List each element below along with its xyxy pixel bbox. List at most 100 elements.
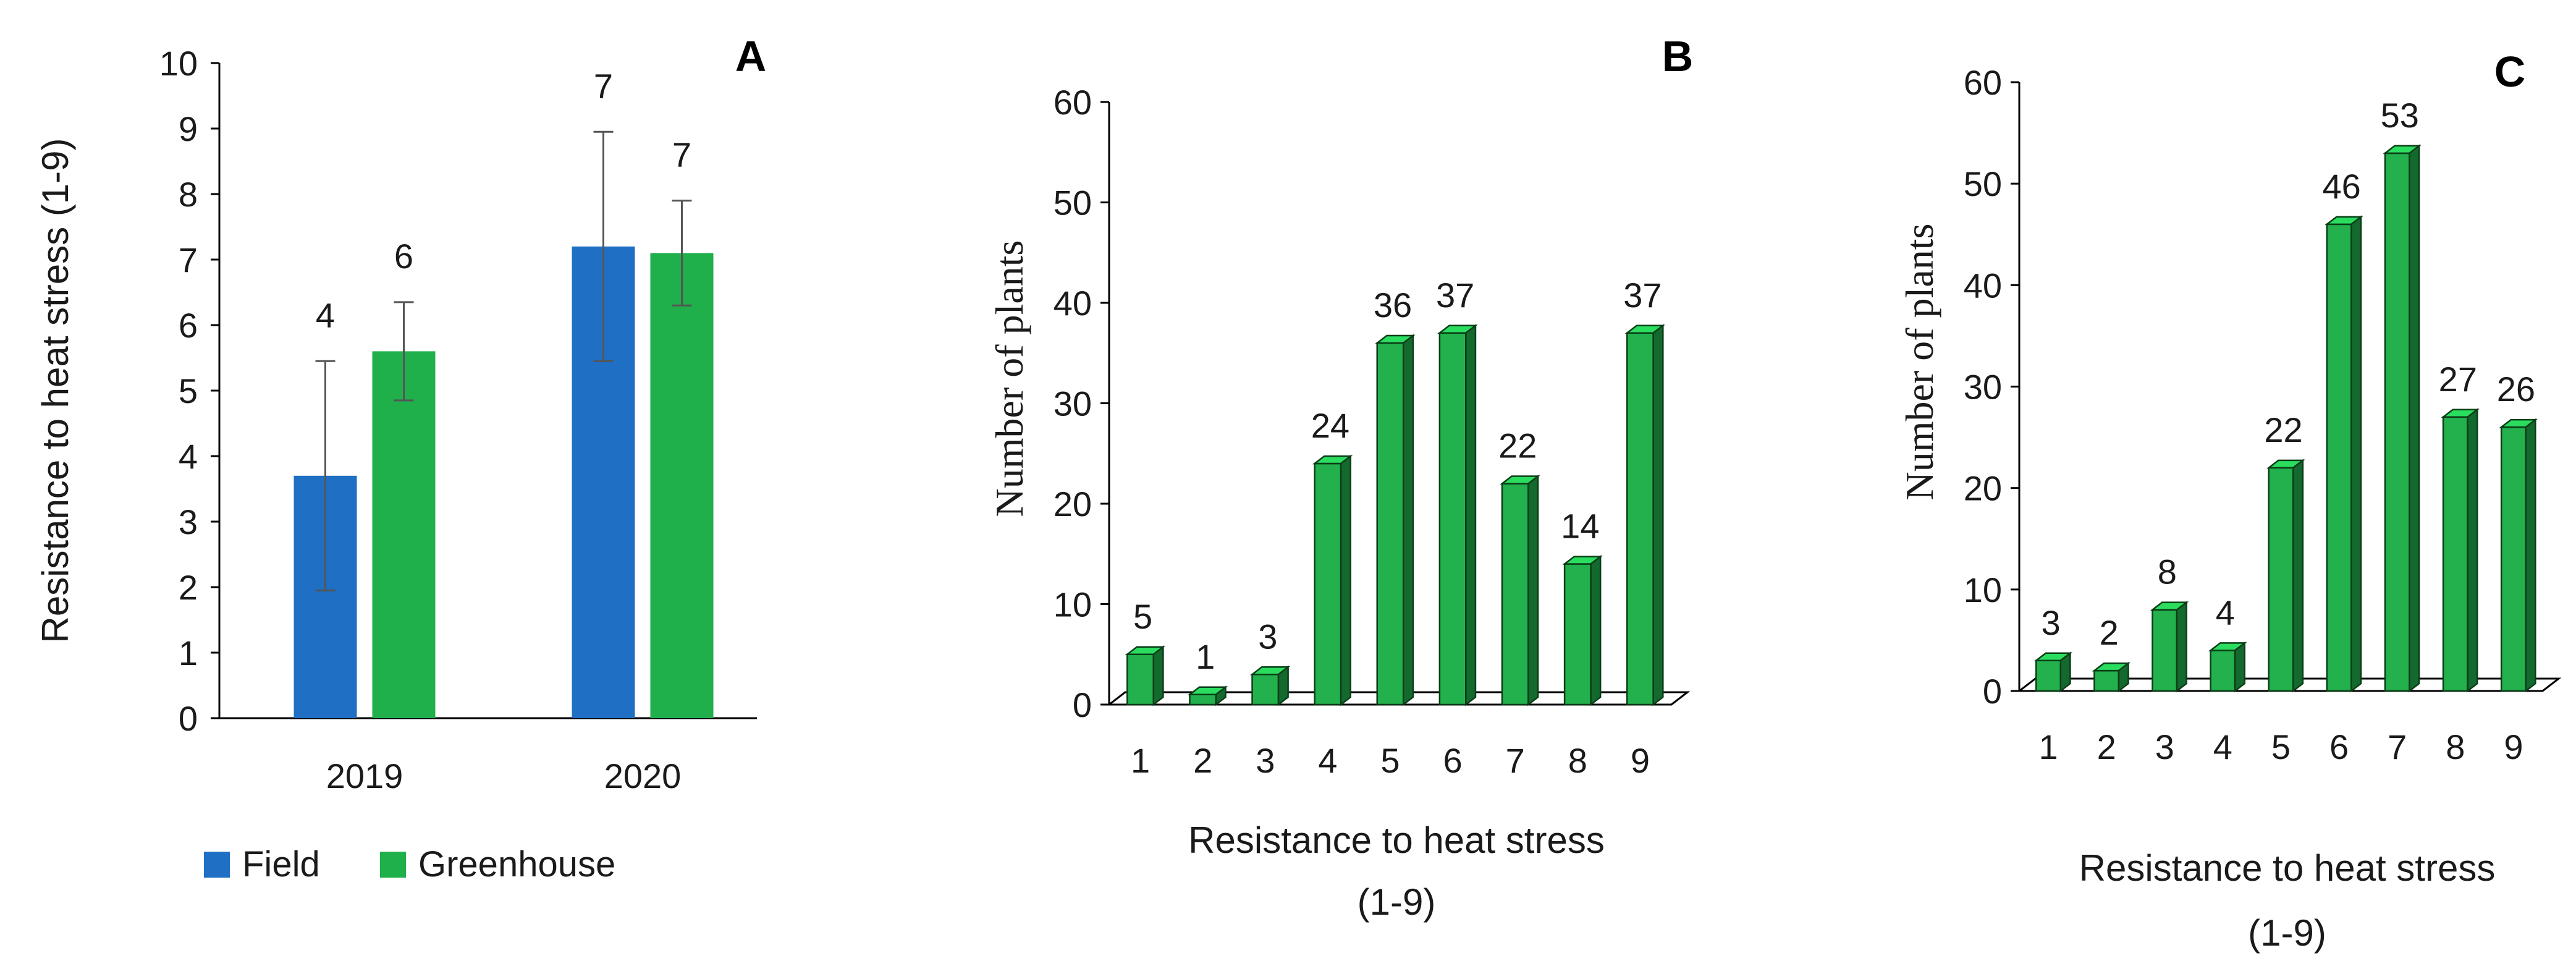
y-tick-label: 5 <box>179 371 198 410</box>
bar-6 <box>2326 223 2352 692</box>
bar-side-9 <box>1652 324 1664 706</box>
y-axis-title: Number of plants <box>987 240 1031 517</box>
y-tick-label: 1 <box>179 633 198 672</box>
bar-2 <box>1189 693 1217 706</box>
y-tick-label: 10 <box>1054 585 1092 624</box>
x-tick-label: 8 <box>2446 727 2465 766</box>
data-label: 8 <box>2158 553 2177 591</box>
bar-5 <box>1376 342 1404 706</box>
bar-9 <box>2500 426 2527 692</box>
legend-label-field: Field <box>242 844 320 884</box>
panel-letter-c: C <box>2494 48 2526 96</box>
y-tick-label: 50 <box>1964 164 2002 203</box>
data-label: 7 <box>594 66 613 105</box>
y-tick-label: 50 <box>1054 184 1092 222</box>
y-tick-label: 10 <box>1964 570 2002 609</box>
bar-8 <box>2442 416 2468 692</box>
bar-side-1 <box>2059 651 2071 693</box>
data-label: 7 <box>672 135 691 174</box>
data-label: 4 <box>316 295 335 334</box>
x-tick-label: 6 <box>2329 727 2349 766</box>
x-tick-label: 5 <box>1380 741 1400 780</box>
data-label: 3 <box>1258 617 1277 656</box>
y-tick-label: 2 <box>179 568 198 607</box>
y-tick-label: 8 <box>179 175 198 214</box>
bar-3 <box>1251 674 1280 706</box>
x-tick-label: 7 <box>2388 727 2407 766</box>
x-tick-label: 2 <box>1193 741 1212 780</box>
data-label: 37 <box>1623 276 1662 315</box>
bar-9 <box>1626 332 1654 706</box>
y-tick-label: 40 <box>1054 284 1092 323</box>
data-label: 6 <box>394 237 413 276</box>
y-tick-label: 6 <box>179 306 198 345</box>
x-tick-label: 1 <box>2038 727 2058 766</box>
x-axis-title-range: (1-9) <box>1358 881 1436 923</box>
y-tick-label: 9 <box>179 109 198 148</box>
y-tick-label: 3 <box>179 502 198 541</box>
bar-side-1 <box>1152 645 1164 706</box>
y-axis-title: Resistance to heat stress (1-9) <box>35 138 76 643</box>
bar-5 <box>2268 467 2294 692</box>
y-tick-label: 30 <box>1964 368 2002 407</box>
bar-7 <box>1501 483 1529 706</box>
bar-side-6 <box>1465 324 1477 706</box>
panel-b-chart: 0 10 20 30 40 50 60 Number of plants 5 1 1 2 3 3 24 4 36… <box>987 32 1693 923</box>
y-tick-label: 0 <box>1983 672 2002 711</box>
x-tick-label: 9 <box>1631 741 1650 780</box>
x-tick-label: 3 <box>1256 741 1275 780</box>
bar-6 <box>1438 332 1467 706</box>
y-axis-title: Number of plants <box>1898 224 1941 501</box>
data-label: 37 <box>1436 276 1474 315</box>
bar-side-2 <box>2118 661 2129 693</box>
legend-swatch-field <box>204 852 230 878</box>
bar-2 <box>2093 669 2120 692</box>
y-tick-label: 0 <box>179 699 198 738</box>
bar-side-2 <box>1215 685 1227 706</box>
data-label: 27 <box>2439 360 2477 399</box>
data-label: 1 <box>1196 637 1215 676</box>
x-tick-label: 1 <box>1131 741 1150 780</box>
x-tick-label: 2020 <box>604 756 682 795</box>
x-tick-label: 6 <box>1443 741 1463 780</box>
x-axis-title-range: (1-9) <box>2248 912 2326 954</box>
data-label: 24 <box>1311 406 1349 445</box>
data-label: 36 <box>1374 286 1412 324</box>
bar-side-8 <box>1590 554 1602 706</box>
y-tick-label: 10 <box>159 44 198 83</box>
legend-label-greenhouse: Greenhouse <box>418 844 615 884</box>
bar-side-5 <box>2292 459 2304 693</box>
panel-a-chart: 0 1 2 3 4 5 6 7 8 9 10 Resistance to heat stress (1… <box>35 32 766 884</box>
data-label: 22 <box>1498 426 1537 465</box>
bar-7 <box>2384 152 2410 692</box>
bar-4 <box>1314 462 1342 706</box>
data-label: 5 <box>1133 597 1152 636</box>
bar-side-4 <box>1340 454 1351 706</box>
y-tick-label: 20 <box>1964 469 2002 508</box>
data-label: 2 <box>2100 613 2119 652</box>
x-tick-label: 9 <box>2504 727 2523 766</box>
x-tick-label: 3 <box>2155 727 2174 766</box>
x-axis-title: Resistance to heat stress <box>2079 847 2496 889</box>
legend-swatch-greenhouse <box>380 852 406 878</box>
bar-side-7 <box>1527 474 1539 706</box>
panel-letter-b: B <box>1662 32 1694 80</box>
x-tick-label: 8 <box>1568 741 1587 780</box>
bar-1 <box>1126 653 1155 706</box>
bar-8 <box>1563 563 1592 706</box>
y-tick-label: 4 <box>179 437 198 476</box>
x-tick-label: 7 <box>1506 741 1525 780</box>
x-tick-label: 4 <box>2213 727 2232 766</box>
x-tick-label: 2 <box>2097 727 2116 766</box>
bar-side-3 <box>1277 665 1289 706</box>
bar-1 <box>2035 659 2062 692</box>
panel-letter-a: A <box>735 32 767 80</box>
bar-side-8 <box>2467 408 2478 693</box>
bar-side-6 <box>2350 215 2362 693</box>
bar-side-5 <box>1402 334 1414 706</box>
data-label: 3 <box>2041 603 2060 642</box>
x-tick-label: 4 <box>1318 741 1337 780</box>
bar-4 <box>2210 650 2236 692</box>
y-tick-label: 40 <box>1964 266 2002 305</box>
